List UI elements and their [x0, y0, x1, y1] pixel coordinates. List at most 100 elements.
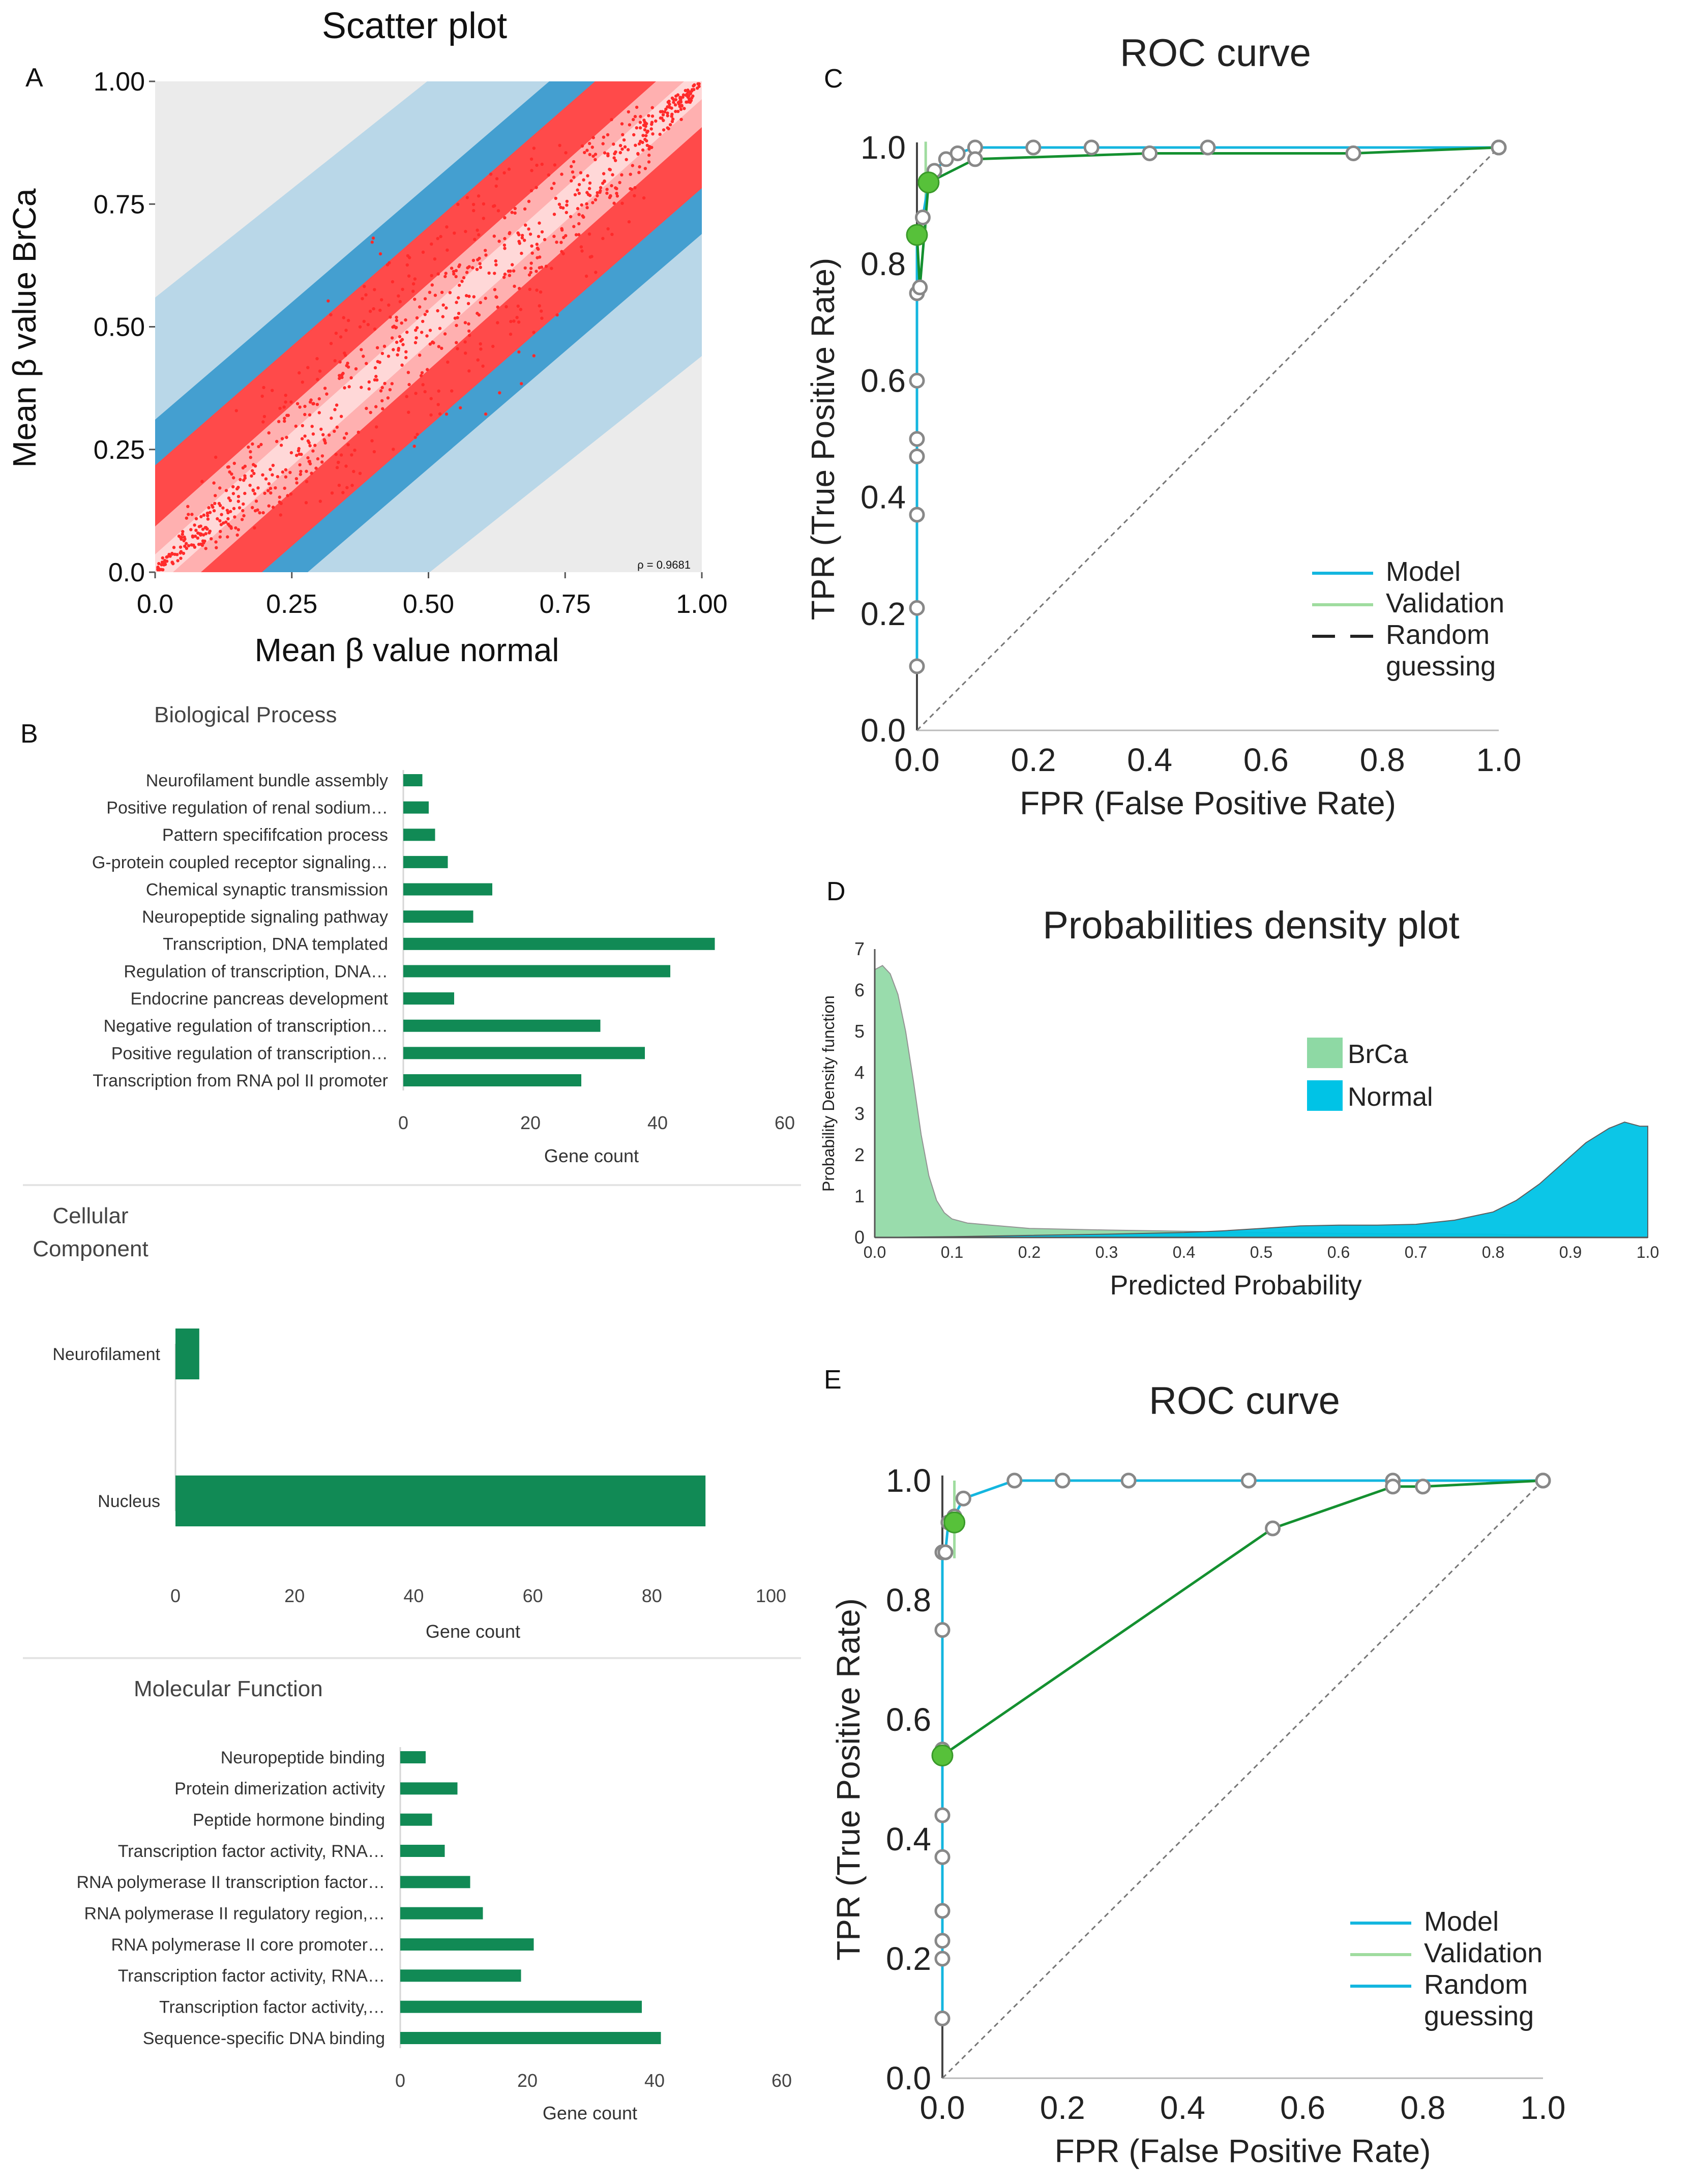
scatter-point	[286, 494, 289, 497]
scatter-point	[550, 267, 553, 270]
subchart-title: Component	[33, 1236, 148, 1261]
scatter-point	[638, 126, 642, 130]
scatter-point	[463, 340, 467, 344]
scatter-point	[605, 191, 609, 195]
bar	[403, 965, 670, 978]
roc-marker	[1006, 1472, 1023, 1489]
scatter-point	[478, 256, 481, 260]
category-label: Sequence-specific DNA binding	[143, 2029, 385, 2048]
scatter-point	[591, 154, 595, 158]
scatter-point	[513, 206, 517, 211]
scatter-point	[647, 153, 651, 157]
scatter-point	[544, 264, 548, 268]
y-tick-label: 0.6	[886, 1701, 931, 1738]
scatter-point	[191, 534, 194, 538]
scatter-point	[650, 106, 654, 109]
scatter-point	[623, 145, 627, 149]
scatter-point	[243, 491, 247, 495]
scatter-point	[612, 156, 616, 160]
scatter-point	[213, 501, 217, 505]
roc-marker	[1265, 1520, 1281, 1537]
scatter-point	[673, 103, 677, 107]
scatter-point	[484, 249, 487, 252]
scatter-point	[360, 386, 363, 389]
scatter-point	[517, 320, 521, 324]
scatter-point	[208, 529, 212, 533]
scatter-point	[354, 367, 358, 371]
scatter-point	[289, 451, 293, 455]
scatter-point	[529, 157, 533, 161]
category-label: Regulation of transcription, DNA…	[124, 962, 388, 981]
scatter-point	[494, 263, 498, 267]
scatter-point	[251, 469, 254, 473]
scatter-point	[328, 433, 331, 437]
category-label: Negative regulation of transcription…	[104, 1017, 388, 1036]
scatter-point	[603, 151, 607, 155]
scatter-point	[529, 267, 533, 270]
scatter-point	[503, 237, 507, 241]
scatter-point	[286, 414, 290, 417]
x-tick-label: 0.8	[1400, 2089, 1445, 2126]
scatter-point	[243, 476, 247, 480]
scatter-point	[206, 514, 210, 518]
scatter-point	[520, 236, 524, 240]
scatter-point	[627, 110, 631, 114]
subchart-title: Biological Process	[154, 702, 337, 727]
scatter-point	[339, 335, 343, 339]
x-tick-label: 40	[647, 1112, 668, 1133]
scatter-point	[346, 318, 350, 322]
scatter-point	[374, 374, 378, 378]
y-tick-label: 0.50	[94, 313, 145, 342]
y-tick-label: 0.75	[94, 190, 145, 219]
scatter-point	[338, 374, 341, 377]
scatter-point	[565, 199, 569, 203]
x-tick-label: 0.7	[1405, 1243, 1427, 1261]
x-tick-label: 60	[523, 1585, 543, 1606]
scatter-point	[585, 191, 589, 194]
scatter-point	[163, 558, 167, 563]
scatter-point	[365, 362, 368, 365]
scatter-point	[672, 100, 675, 104]
scatter-point	[618, 144, 622, 147]
scatter-point	[519, 308, 523, 311]
scatter-point	[259, 442, 263, 447]
scatter-point	[510, 211, 514, 214]
scatter-point	[629, 172, 632, 176]
scatter-point	[278, 495, 281, 499]
scatter-point	[228, 470, 231, 474]
scatter-point	[404, 318, 407, 322]
scatter-point	[298, 452, 301, 456]
scatter-point	[457, 312, 461, 315]
scatter-point	[618, 181, 621, 185]
scatter-point	[212, 481, 216, 485]
scatter-point	[467, 329, 471, 333]
scatter-point	[440, 346, 443, 350]
scatter-point	[471, 202, 476, 206]
scatter-point	[430, 274, 433, 278]
scatter-point	[684, 88, 688, 93]
scatter-point	[606, 154, 610, 158]
scatter-point	[201, 527, 205, 531]
x-axis-label: Gene count	[426, 1621, 520, 1642]
scatter-point	[479, 347, 483, 351]
scatter-point	[311, 449, 315, 453]
scatter-point	[687, 94, 691, 97]
scatter-point	[641, 134, 645, 137]
scatter-point	[559, 241, 563, 244]
scatter-point	[650, 121, 654, 124]
roc-marker	[1120, 1472, 1137, 1489]
scatter-point	[530, 251, 534, 255]
bar	[400, 1813, 432, 1826]
scatter-point	[562, 235, 566, 240]
scatter-point	[313, 444, 317, 447]
scatter-point	[580, 144, 584, 148]
x-tick-label: 20	[520, 1112, 541, 1133]
scatter-point	[662, 128, 666, 132]
scatter-point	[529, 189, 533, 193]
scatter-point	[594, 153, 598, 156]
scatter-point	[306, 439, 310, 443]
scatter-point	[632, 117, 635, 122]
x-tick-label: 80	[642, 1585, 662, 1606]
scatter-point	[392, 348, 395, 351]
scatter-point	[391, 280, 395, 284]
